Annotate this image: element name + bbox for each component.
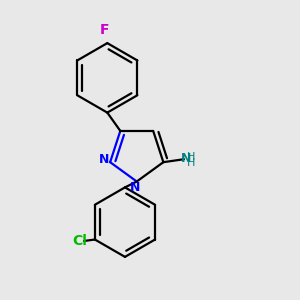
Text: H: H — [187, 152, 195, 162]
Text: N: N — [181, 152, 191, 165]
Text: F: F — [100, 22, 109, 37]
Text: N: N — [98, 153, 109, 166]
Text: H: H — [187, 158, 195, 168]
Text: Cl: Cl — [72, 234, 87, 248]
Text: N: N — [130, 182, 140, 194]
